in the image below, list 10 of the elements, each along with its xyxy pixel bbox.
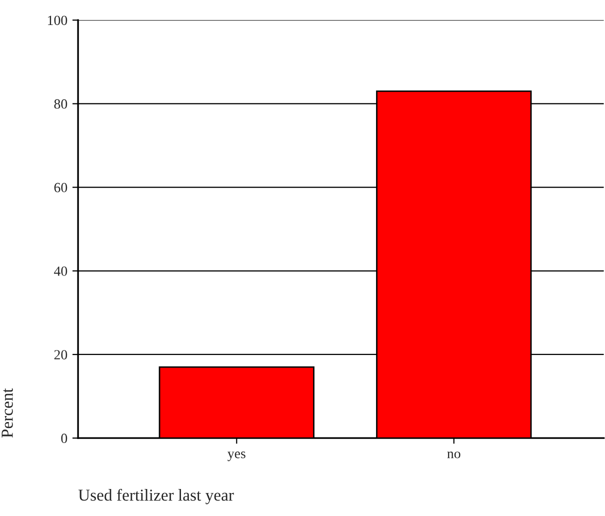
x-tick-label: yes — [228, 452, 246, 462]
x-axis-title: Used fertilizer last year — [78, 488, 234, 504]
y-tick-label: 0 — [61, 434, 68, 444]
y-axis-title: Percent — [2, 388, 13, 438]
y-tick-label: 20 — [54, 350, 68, 360]
y-tick-label: 60 — [54, 182, 68, 192]
y-tick-label: 80 — [54, 99, 68, 109]
y-tick-label: 40 — [54, 266, 68, 276]
y-tick-label: 100 — [48, 16, 68, 26]
x-tick-label: no — [447, 452, 460, 458]
